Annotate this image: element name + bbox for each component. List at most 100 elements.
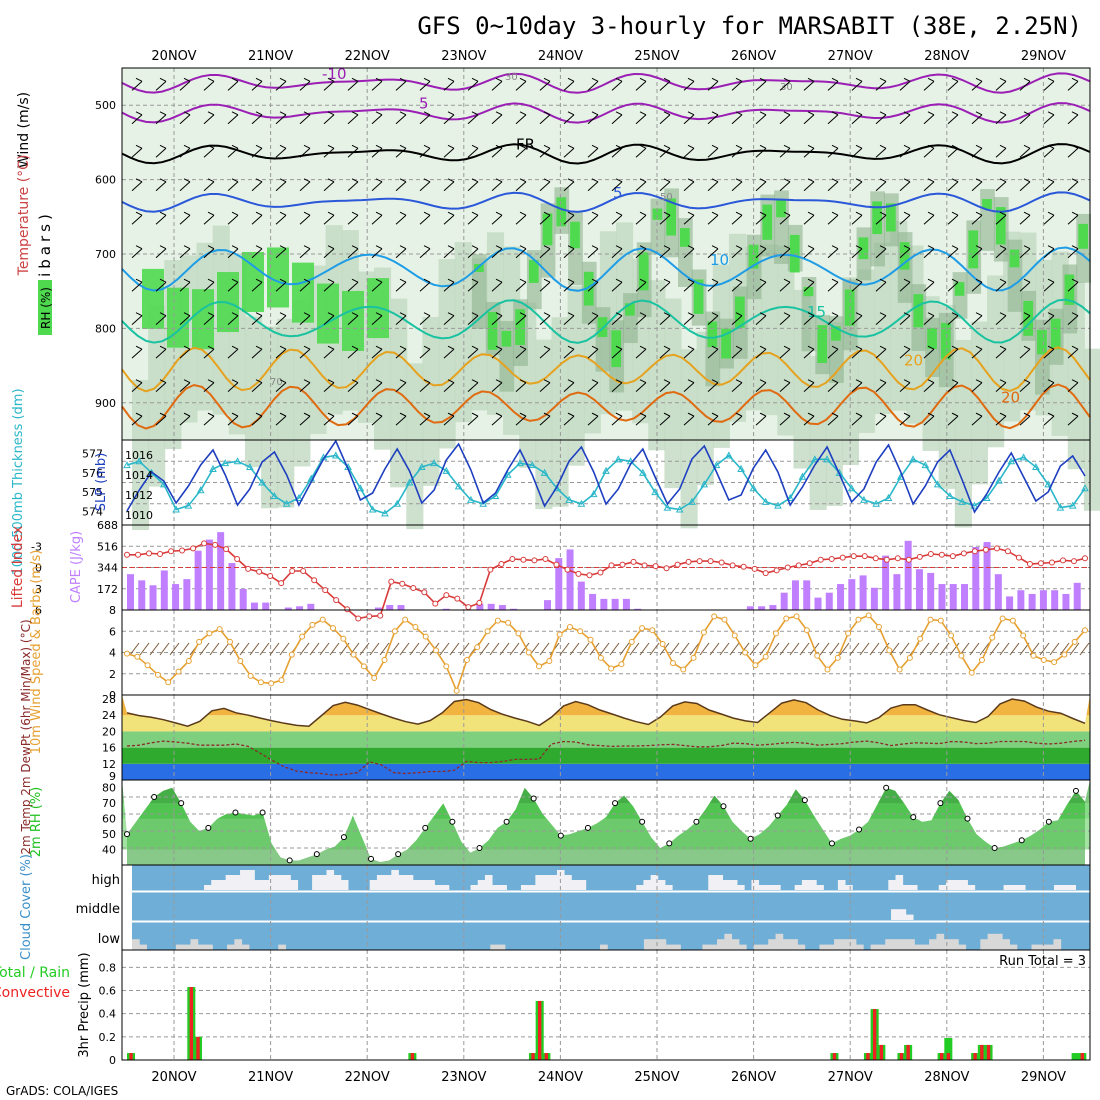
rh-mask bbox=[122, 780, 1090, 862]
rh-shade-mid bbox=[148, 305, 166, 487]
temperature-line bbox=[126, 698, 1086, 727]
temperature-band bbox=[122, 747, 1090, 764]
precip-total-bar bbox=[944, 1038, 953, 1060]
wind-speed-line-point bbox=[484, 628, 491, 635]
wind-barb bbox=[663, 178, 671, 183]
wind-barb bbox=[731, 80, 743, 91]
rh-shade-dark bbox=[623, 293, 638, 344]
lifted-index-line-point bbox=[817, 556, 824, 563]
cape-bar bbox=[510, 608, 518, 610]
wind-speed-line-point bbox=[257, 679, 264, 686]
wind-barb bbox=[855, 312, 863, 317]
wind-barb bbox=[659, 114, 671, 125]
wind-barb bbox=[447, 412, 455, 417]
rh-shade-green bbox=[872, 201, 882, 235]
date-tick-label-top: 28NOV bbox=[924, 49, 969, 64]
wind-barb bbox=[279, 178, 287, 183]
wind-barb bbox=[375, 379, 383, 384]
wind-tick-label: 4 bbox=[109, 647, 116, 660]
wind-barb bbox=[159, 77, 167, 82]
surface-wind-barb bbox=[269, 642, 280, 656]
wind-barb bbox=[923, 181, 935, 192]
wind-barb bbox=[1071, 178, 1079, 183]
wind-barb bbox=[1023, 211, 1031, 216]
wind-barb bbox=[611, 348, 623, 359]
cloud-bar bbox=[276, 875, 284, 890]
cape-bar bbox=[296, 606, 304, 610]
wind-barb bbox=[351, 345, 359, 350]
cloud-bar bbox=[398, 875, 407, 890]
wind-barb bbox=[515, 248, 527, 259]
surface-wind-barb bbox=[579, 642, 590, 656]
wind-barb bbox=[155, 114, 167, 125]
wind-barb bbox=[467, 214, 479, 225]
wind-barb bbox=[635, 80, 647, 91]
rh-shade-green bbox=[886, 203, 896, 232]
cloud-bar bbox=[520, 885, 529, 890]
lifted-index-line-point bbox=[905, 556, 912, 563]
wind-barb bbox=[135, 144, 143, 149]
lifted-index-line-point bbox=[146, 550, 153, 557]
cape-bar bbox=[566, 549, 574, 610]
wind-speed-line-point bbox=[165, 679, 172, 686]
cloud-bar bbox=[650, 875, 659, 890]
wind-barb bbox=[371, 382, 383, 393]
rh-point bbox=[1018, 837, 1025, 844]
wind-barb bbox=[707, 114, 719, 125]
wind-barb bbox=[515, 147, 527, 158]
wind-barb bbox=[879, 77, 887, 82]
cloud-bar bbox=[283, 875, 291, 890]
wind-barb bbox=[971, 214, 983, 225]
wind-barb bbox=[467, 315, 479, 326]
cloud-row-label: low bbox=[98, 932, 121, 947]
wind-barb bbox=[519, 312, 527, 317]
rh-shade-mid bbox=[132, 380, 150, 530]
wind-barb bbox=[615, 345, 623, 350]
wind-barb bbox=[251, 80, 263, 91]
cloud-background bbox=[132, 865, 1090, 950]
lifted-index-line-point bbox=[201, 540, 208, 547]
wind-barb bbox=[255, 178, 263, 183]
cloud-bar bbox=[391, 870, 399, 890]
wind-barb bbox=[635, 348, 647, 359]
thickness-line-point bbox=[675, 505, 684, 513]
cloud-bar bbox=[914, 944, 923, 950]
wind-barb bbox=[903, 144, 911, 149]
wind-barb bbox=[447, 345, 455, 350]
surface-wind-barb bbox=[559, 642, 570, 656]
wind-barb bbox=[707, 248, 719, 259]
wind-speed-line-point bbox=[216, 626, 223, 633]
wind-barb bbox=[471, 412, 479, 417]
wind-barb bbox=[207, 412, 215, 417]
wind-barb bbox=[327, 379, 335, 384]
wind-barb bbox=[827, 348, 839, 359]
wind-barb bbox=[275, 80, 287, 91]
wind-barb bbox=[731, 315, 743, 326]
wind-barb bbox=[563, 415, 575, 426]
wind-barb bbox=[687, 412, 695, 417]
wind-barb bbox=[759, 211, 767, 216]
wind-barb bbox=[419, 415, 431, 426]
wind10-axis-label: 10m Wind Speed & Barbs (m/s) bbox=[29, 550, 44, 755]
lifted-index-line-point bbox=[333, 597, 340, 604]
wind-barb bbox=[327, 345, 335, 350]
rh-shade-green bbox=[858, 237, 869, 260]
lifted-index-line-point bbox=[443, 592, 450, 599]
lifted-index-line-point bbox=[729, 562, 736, 569]
wind-barb bbox=[303, 77, 311, 82]
surface-wind-barb bbox=[409, 642, 420, 656]
cape-bar bbox=[284, 607, 292, 610]
wind-barb bbox=[131, 415, 143, 426]
wind-barb bbox=[279, 77, 287, 82]
precip-convective-bar bbox=[531, 1053, 535, 1060]
wind-barb bbox=[347, 281, 359, 292]
rh-shade-mid bbox=[244, 316, 263, 468]
wind-barb bbox=[275, 214, 287, 225]
wind-barb bbox=[515, 315, 527, 326]
wind-barb bbox=[183, 412, 191, 417]
cloud-bar bbox=[665, 885, 673, 890]
cloud-bar bbox=[1010, 885, 1019, 890]
cloud-bar bbox=[1038, 944, 1047, 950]
wind-barb bbox=[611, 248, 623, 259]
wind-barb bbox=[495, 144, 503, 149]
